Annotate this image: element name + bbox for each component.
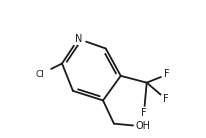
Text: F: F — [163, 94, 169, 104]
Text: F: F — [164, 69, 170, 79]
Text: Cl: Cl — [36, 70, 44, 79]
Text: OH: OH — [135, 121, 150, 131]
Text: F: F — [141, 108, 147, 118]
Text: N: N — [75, 34, 82, 44]
